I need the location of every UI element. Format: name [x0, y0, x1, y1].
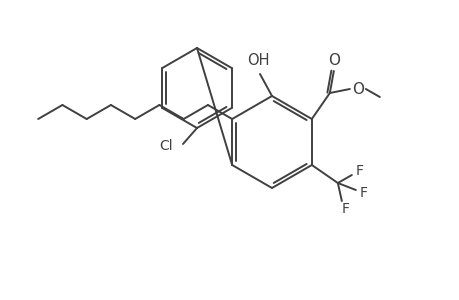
Text: O: O [327, 52, 339, 68]
Text: F: F [359, 186, 367, 200]
Text: Cl: Cl [159, 139, 173, 153]
Text: F: F [355, 164, 363, 178]
Text: O: O [351, 82, 363, 97]
Text: F: F [341, 202, 349, 216]
Text: OH: OH [246, 52, 269, 68]
